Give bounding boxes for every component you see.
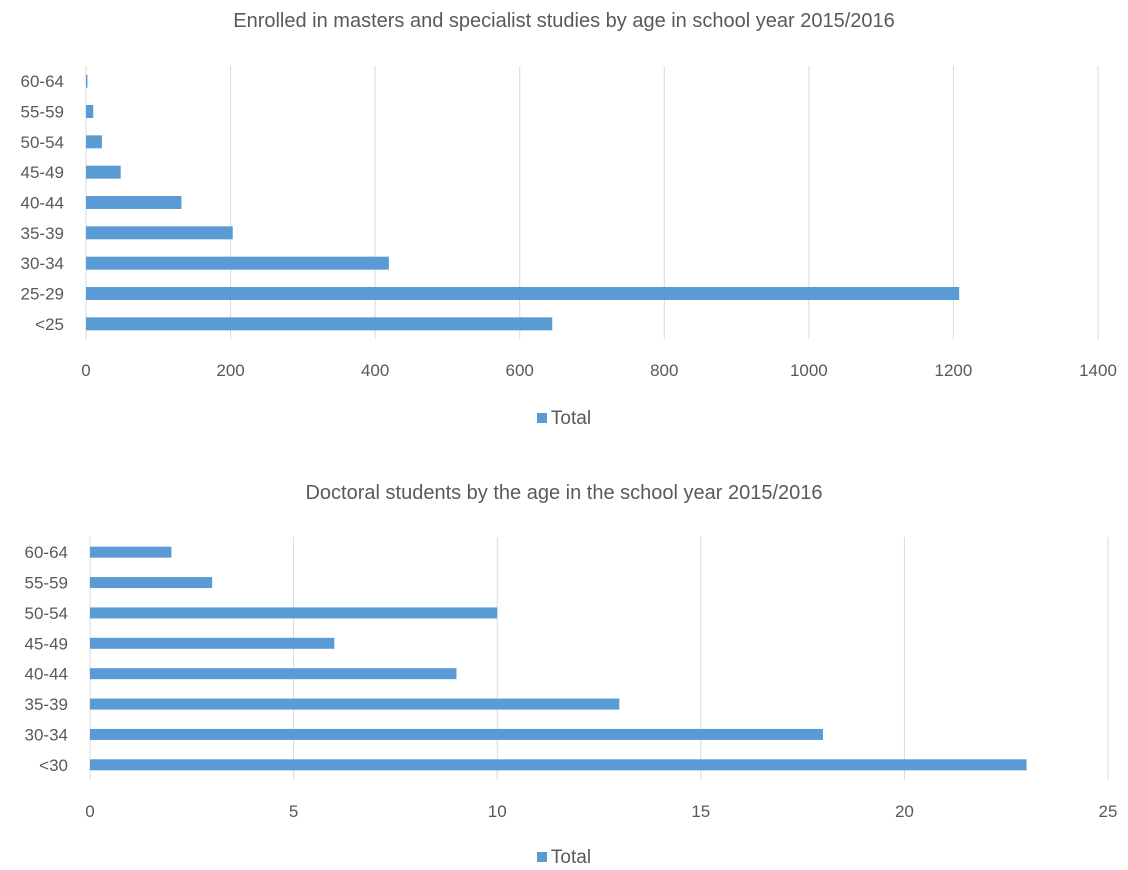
chart-title: Enrolled in masters and specialist studi…: [233, 10, 895, 32]
y-tick-label: 60-64: [21, 72, 64, 91]
legend: Total: [0, 408, 1128, 430]
y-tick-label: <30: [39, 756, 68, 775]
x-tick-label: 1000: [790, 361, 828, 380]
y-tick-label: 30-34: [21, 254, 64, 273]
bar: [86, 165, 121, 179]
x-tick-label: 5: [289, 802, 298, 821]
bar: [90, 668, 457, 680]
bar: [90, 546, 172, 558]
bar: [86, 226, 233, 240]
y-tick-label: 40-44: [21, 194, 64, 213]
bar: [86, 317, 553, 331]
x-tick-label: 10: [488, 802, 507, 821]
y-tick-label: 45-49: [21, 163, 64, 182]
x-tick-label: 600: [506, 361, 534, 380]
y-tick-label: 40-44: [25, 665, 68, 684]
x-tick-label: 1200: [935, 361, 973, 380]
y-tick-label: 55-59: [21, 103, 64, 122]
doctoral-students-chart: Doctoral students by the age in the scho…: [0, 440, 1128, 870]
y-tick-label: 60-64: [25, 543, 68, 562]
y-tick-label: 45-49: [25, 634, 68, 653]
y-tick-label: 35-39: [25, 695, 68, 714]
bar: [90, 728, 823, 740]
y-tick-label: 25-29: [21, 285, 64, 304]
masters-enrollment-chart: Enrolled in masters and specialist studi…: [0, 10, 1128, 430]
y-tick-label: 55-59: [25, 574, 68, 593]
bar: [90, 607, 498, 619]
legend: Total: [0, 847, 1128, 869]
x-tick-label: 15: [691, 802, 710, 821]
chart-title: Doctoral students by the age in the scho…: [305, 482, 823, 504]
legend-swatch: [536, 412, 547, 423]
y-tick-label: 35-39: [21, 224, 64, 243]
bar-plot: 0 5 10 15 20 25 <30 30-34 35-39 40-44 45-49 50-54 55…: [25, 537, 1118, 821]
y-tick-label: <25: [35, 315, 64, 334]
x-tick-label: 200: [216, 361, 244, 380]
legend-label: Total: [550, 408, 592, 429]
bar: [90, 637, 335, 649]
y-tick-label: 50-54: [25, 604, 68, 623]
x-tick-label: 800: [650, 361, 678, 380]
x-tick-label: 25: [1099, 802, 1118, 821]
bar-plot: 0 200 400 600 800 1000 1200 1400 <25 25-29 30-34 35…: [21, 66, 1117, 380]
x-tick-label: 0: [85, 802, 94, 821]
legend-label: Total: [550, 847, 592, 868]
y-tick-label: 30-34: [25, 725, 68, 744]
legend-swatch: [536, 851, 547, 862]
x-tick-label: 20: [895, 802, 914, 821]
bar: [86, 105, 94, 118]
bar: [90, 577, 213, 589]
bar: [86, 287, 960, 300]
bar: [90, 759, 1027, 771]
bar: [86, 256, 389, 270]
bar: [90, 698, 620, 710]
x-tick-label: 400: [361, 361, 389, 380]
bar: [86, 135, 102, 149]
bar: [86, 74, 88, 88]
bar: [86, 196, 182, 209]
x-tick-label: 1400: [1079, 361, 1117, 380]
y-tick-label: 50-54: [21, 133, 64, 152]
x-tick-label: 0: [81, 361, 90, 380]
